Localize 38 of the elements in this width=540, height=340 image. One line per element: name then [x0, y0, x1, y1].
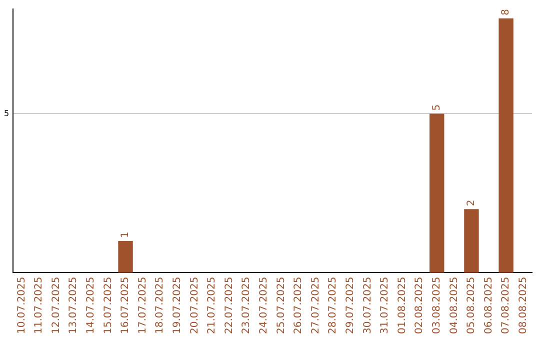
x-tick-label: 31.07.2025: [380, 276, 391, 334]
x-tick-label: 04.08.2025: [448, 276, 460, 334]
x-tick-label: 22.07.2025: [224, 276, 235, 334]
x-tick-label: 21.07.2025: [206, 276, 218, 334]
x-tick-label: 20.07.2025: [189, 276, 200, 334]
bar: [118, 240, 133, 273]
data-label: 2: [466, 200, 478, 206]
x-tick-label: 07.08.2025: [500, 276, 512, 334]
x-tick-label: 29.07.2025: [344, 276, 356, 334]
bar: [430, 114, 444, 273]
x-tick-label: 03.08.2025: [431, 276, 442, 334]
x-tick-label: 12.07.2025: [50, 276, 62, 334]
x-tick-label: 26.07.2025: [293, 276, 304, 334]
x-tick-label: 28.07.2025: [328, 276, 339, 334]
x-tick-label: 14.07.2025: [86, 276, 97, 334]
x-tick-label: 19.07.2025: [172, 276, 184, 334]
x-tick-label: 25.07.2025: [276, 276, 287, 334]
data-label: 8: [500, 8, 512, 16]
data-label: 5: [431, 104, 442, 111]
x-tick-label: 27.07.2025: [310, 276, 322, 334]
x-tick-label: 01.08.2025: [396, 276, 408, 334]
x-tick-label: 02.08.2025: [414, 276, 426, 334]
x-tick-label: 06.08.2025: [483, 276, 494, 334]
data-label: 1: [120, 232, 132, 238]
x-tick-label: 24.07.2025: [258, 276, 270, 334]
x-tick-label: 08.08.2025: [518, 276, 529, 334]
bar: [498, 18, 514, 273]
x-tick-label: 16.07.2025: [120, 276, 132, 334]
x-tick-label: 18.07.2025: [154, 276, 166, 334]
x-tick-label: 13.07.2025: [68, 276, 80, 334]
x-tick-label: 17.07.2025: [137, 276, 148, 334]
x-tick-label: 11.07.2025: [34, 276, 45, 334]
x-tick-label: 23.07.2025: [241, 276, 252, 334]
x-tick-label: 05.08.2025: [466, 276, 478, 334]
bar: [464, 209, 479, 273]
x-tick-label: 30.07.2025: [362, 276, 374, 334]
x-tick-label: 10.07.2025: [16, 276, 28, 334]
x-tick-label: 15.07.2025: [102, 276, 114, 334]
